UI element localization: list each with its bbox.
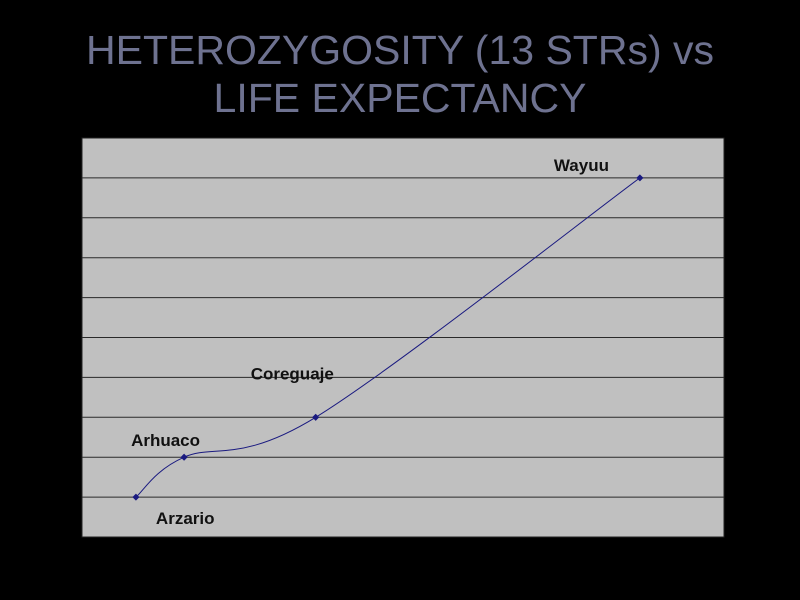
slide-title: HETEROZYGOSITY (13 STRs) vs LIFE EXPECTA… bbox=[0, 26, 800, 122]
data-label-arzario: Arzario bbox=[156, 509, 215, 528]
data-point-wayuu bbox=[636, 174, 644, 182]
title-line-1: HETEROZYGOSITY (13 STRs) vs bbox=[86, 27, 714, 73]
data-point-arhuaco bbox=[180, 453, 188, 461]
title-line-2: LIFE EXPECTANCY bbox=[213, 75, 587, 121]
data-point-coreguaje bbox=[312, 413, 320, 421]
data-label-arhuaco: Arhuaco bbox=[131, 431, 200, 450]
data-label-wayuu: Wayuu bbox=[554, 156, 609, 175]
data-label-coreguaje: Coreguaje bbox=[251, 364, 334, 383]
series-line bbox=[135, 177, 641, 498]
data-point-arzario bbox=[132, 493, 140, 501]
